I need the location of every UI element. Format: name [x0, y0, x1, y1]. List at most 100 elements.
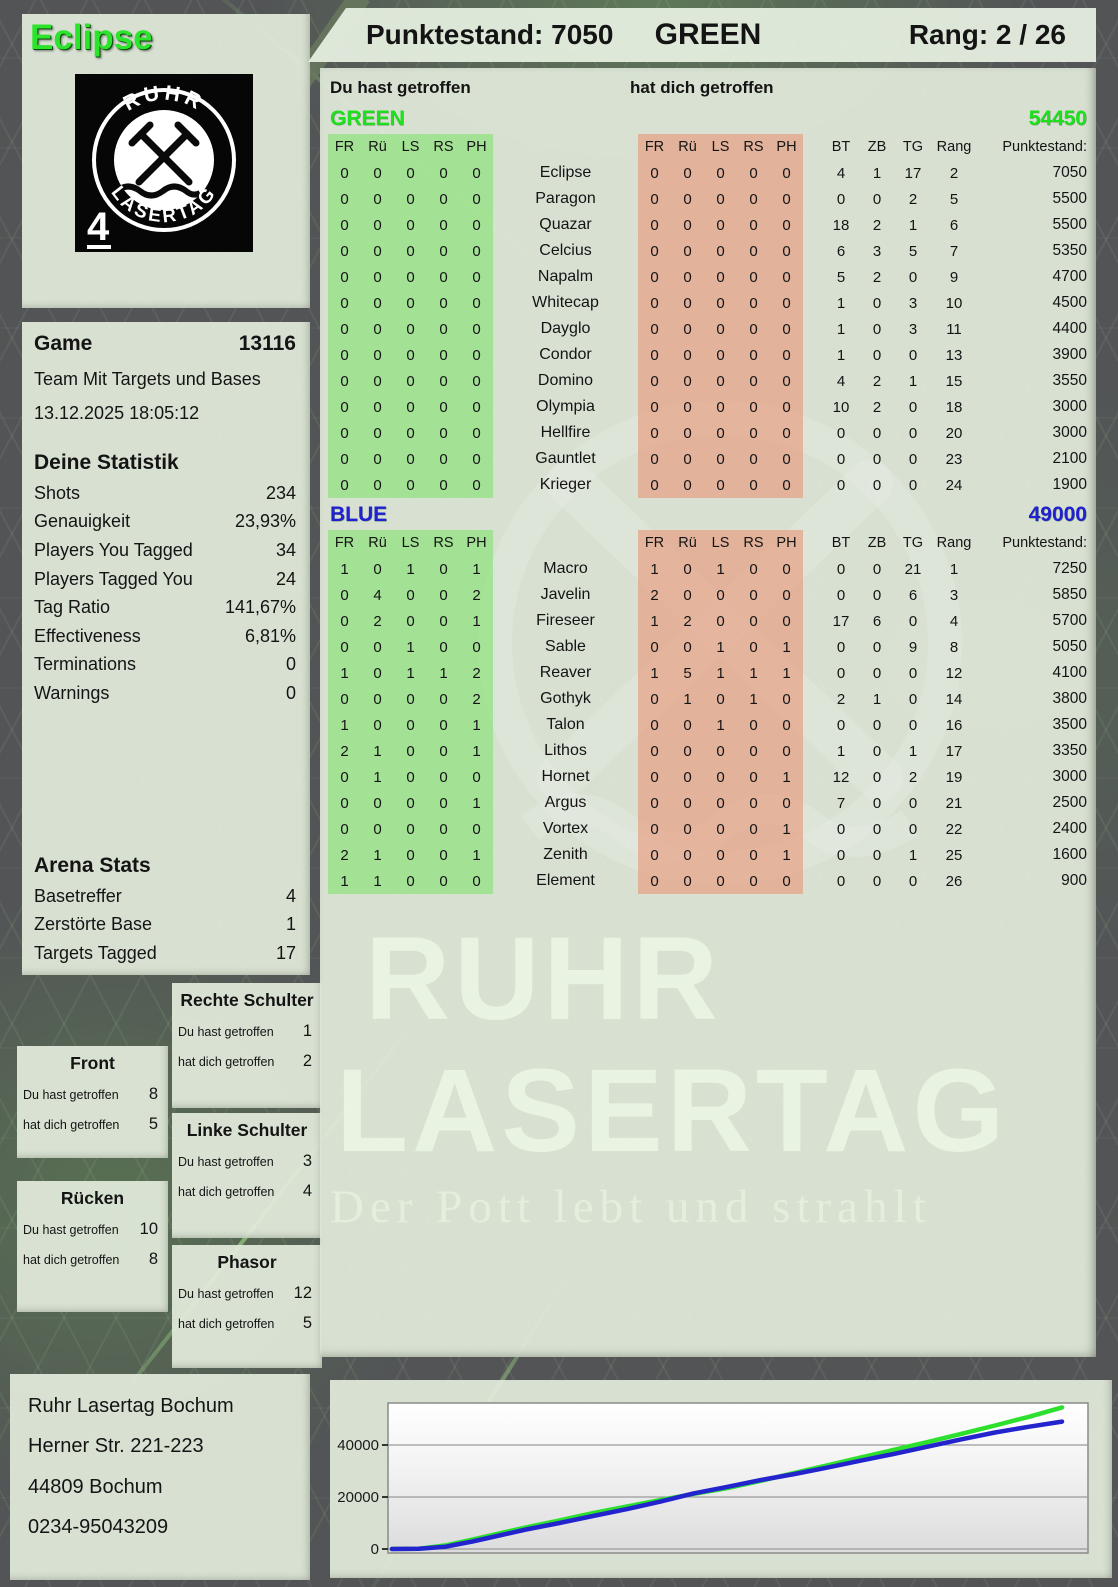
you-hit-cell: 0	[373, 560, 382, 578]
hit-you-label: hat dich getroffen	[23, 1253, 120, 1267]
address-line: Herner Str. 221-223	[28, 1435, 204, 1458]
score-cell: 3000	[1052, 768, 1087, 785]
you-hit-cell: 1	[472, 846, 481, 864]
game-id-row: Game 13116	[34, 332, 296, 356]
you-hit-cell: 0	[472, 820, 481, 838]
tg-cell: 0	[908, 398, 918, 416]
col-header: PH	[466, 139, 487, 155]
col-header: PH	[466, 535, 487, 551]
header-score: Punktestand: 7050	[366, 19, 614, 50]
hit-you-cell: 0	[716, 190, 725, 208]
tg-cell: 0	[908, 794, 918, 812]
hit-you-cell: 0	[683, 398, 692, 416]
team-total-score: 54450	[1028, 107, 1087, 130]
tg-cell: 3	[908, 320, 918, 338]
score-cell: 2500	[1052, 794, 1087, 811]
rank-cell: 1	[949, 560, 959, 578]
bt-cell: 1	[836, 294, 846, 312]
hit-you-cell: 0	[650, 424, 659, 442]
you-hit-cell: 0	[373, 268, 382, 286]
hit-you-cell: 0	[749, 716, 758, 734]
col-header: FR	[334, 535, 355, 551]
hit-you-cell: 0	[716, 450, 725, 468]
you-hit-cell: 0	[439, 716, 448, 734]
hit-you-cell: 0	[683, 164, 692, 182]
you-hit-cell: 0	[373, 164, 382, 182]
you-hit-cell: 0	[340, 450, 349, 468]
you-hit-cell: 0	[340, 820, 349, 838]
hit-you-cell: 0	[782, 372, 791, 390]
bt-cell: 0	[836, 586, 846, 604]
rank-cell: 8	[949, 638, 959, 656]
hit-you-cell: 0	[716, 164, 725, 182]
you-hit-cell: 2	[340, 846, 349, 864]
your-stats-list: Shots 234 Genauigkeit 23,93% Players You Tag…	[34, 479, 296, 708]
stat-value: 1	[285, 914, 296, 935]
body-panel-title: Rücken	[60, 1188, 125, 1208]
col-header: Rang	[936, 139, 972, 155]
bt-cell: 17	[832, 612, 850, 630]
hit-you-cell: 0	[650, 638, 659, 656]
tg-cell: 0	[908, 664, 918, 682]
player-name-cell: Paragon	[535, 190, 596, 207]
bt-cell: 0	[836, 424, 846, 442]
address-line: Ruhr Lasertag Bochum	[28, 1394, 234, 1417]
you-hit-cell: 0	[373, 372, 382, 390]
rank-cell: 25	[945, 846, 963, 864]
col-header: Rü	[368, 535, 387, 551]
you-hit-cell: 0	[472, 346, 481, 364]
you-hit-cell: 1	[373, 872, 382, 890]
zb-cell: 0	[872, 586, 882, 604]
player-name-cell: Quazar	[539, 216, 592, 233]
hit-you-cell: 0	[716, 216, 725, 234]
score-cell: 5350	[1052, 242, 1087, 259]
you-hit-cell: 0	[406, 742, 415, 760]
player-name-cell: Zenith	[543, 846, 588, 863]
col-header: Punktestand:	[1002, 535, 1087, 551]
you-hit-cell: 0	[406, 216, 415, 234]
you-hit-cell: 0	[439, 846, 448, 864]
you-hit-cell: 0	[439, 372, 448, 390]
bt-cell: 4	[836, 164, 846, 182]
you-hit-cell: 0	[439, 794, 448, 812]
stat-label: Shots	[34, 482, 81, 503]
player-name-cell: Napalm	[537, 268, 594, 285]
team-label-row: BLUE 49000	[320, 502, 1096, 528]
stat-value: 23,93%	[234, 511, 296, 532]
venue-address-panel: Ruhr Lasertag Bochum Herner Str. 221-223 4…	[10, 1374, 310, 1580]
hit-you-cell: 2	[683, 612, 692, 630]
bt-cell: 4	[836, 372, 846, 390]
hit-you-cell: 1	[782, 846, 791, 864]
you-hit-cell: 0	[373, 476, 382, 494]
col-header: PH	[776, 535, 797, 551]
you-hit-cell: 1	[472, 794, 481, 812]
you-hit-cell: 1	[406, 560, 415, 578]
hit-you-cell: 0	[782, 450, 791, 468]
you-hit-cell: 0	[472, 450, 481, 468]
game-datetime: 13.12.2025 18:05:12	[34, 403, 200, 423]
stat-row: Players Tagged You 24	[34, 565, 296, 594]
header-strip: Punktestand: 7050 GREEN Rang: 2 / 26	[308, 8, 1096, 62]
player-row: 0 4 0 0 2 Javelin 2 0 0 0 0 0 0 6 3 5850	[320, 582, 1096, 608]
you-hit-cell: 0	[439, 450, 448, 468]
hit-you-cell: 0	[650, 164, 659, 182]
you-hit-cell: 0	[439, 424, 448, 442]
zb-cell: 0	[872, 820, 882, 838]
score-cell: 7250	[1052, 560, 1087, 577]
you-hit-block	[328, 530, 493, 894]
hit-you-cell: 0	[716, 612, 725, 630]
you-hit-cell: 0	[439, 560, 448, 578]
ruhr-lasertag-logo-icon: RUHR LASERTAG 4	[75, 74, 253, 252]
hit-you-cell: 1	[650, 664, 659, 682]
hit-you-cell: 0	[683, 294, 692, 312]
player-name-cell: Macro	[543, 560, 588, 577]
stat-value: 4	[285, 885, 296, 906]
hit-you-cell: 0	[749, 612, 758, 630]
hit-you-cell: 1	[650, 560, 659, 578]
hit-you-cell: 0	[782, 216, 791, 234]
hit-you-cell: 0	[782, 424, 791, 442]
you-hit-cell: 0	[406, 424, 415, 442]
hit-you-cell: 0	[749, 190, 758, 208]
zb-cell: 0	[872, 768, 882, 786]
bt-cell: 12	[832, 768, 850, 786]
